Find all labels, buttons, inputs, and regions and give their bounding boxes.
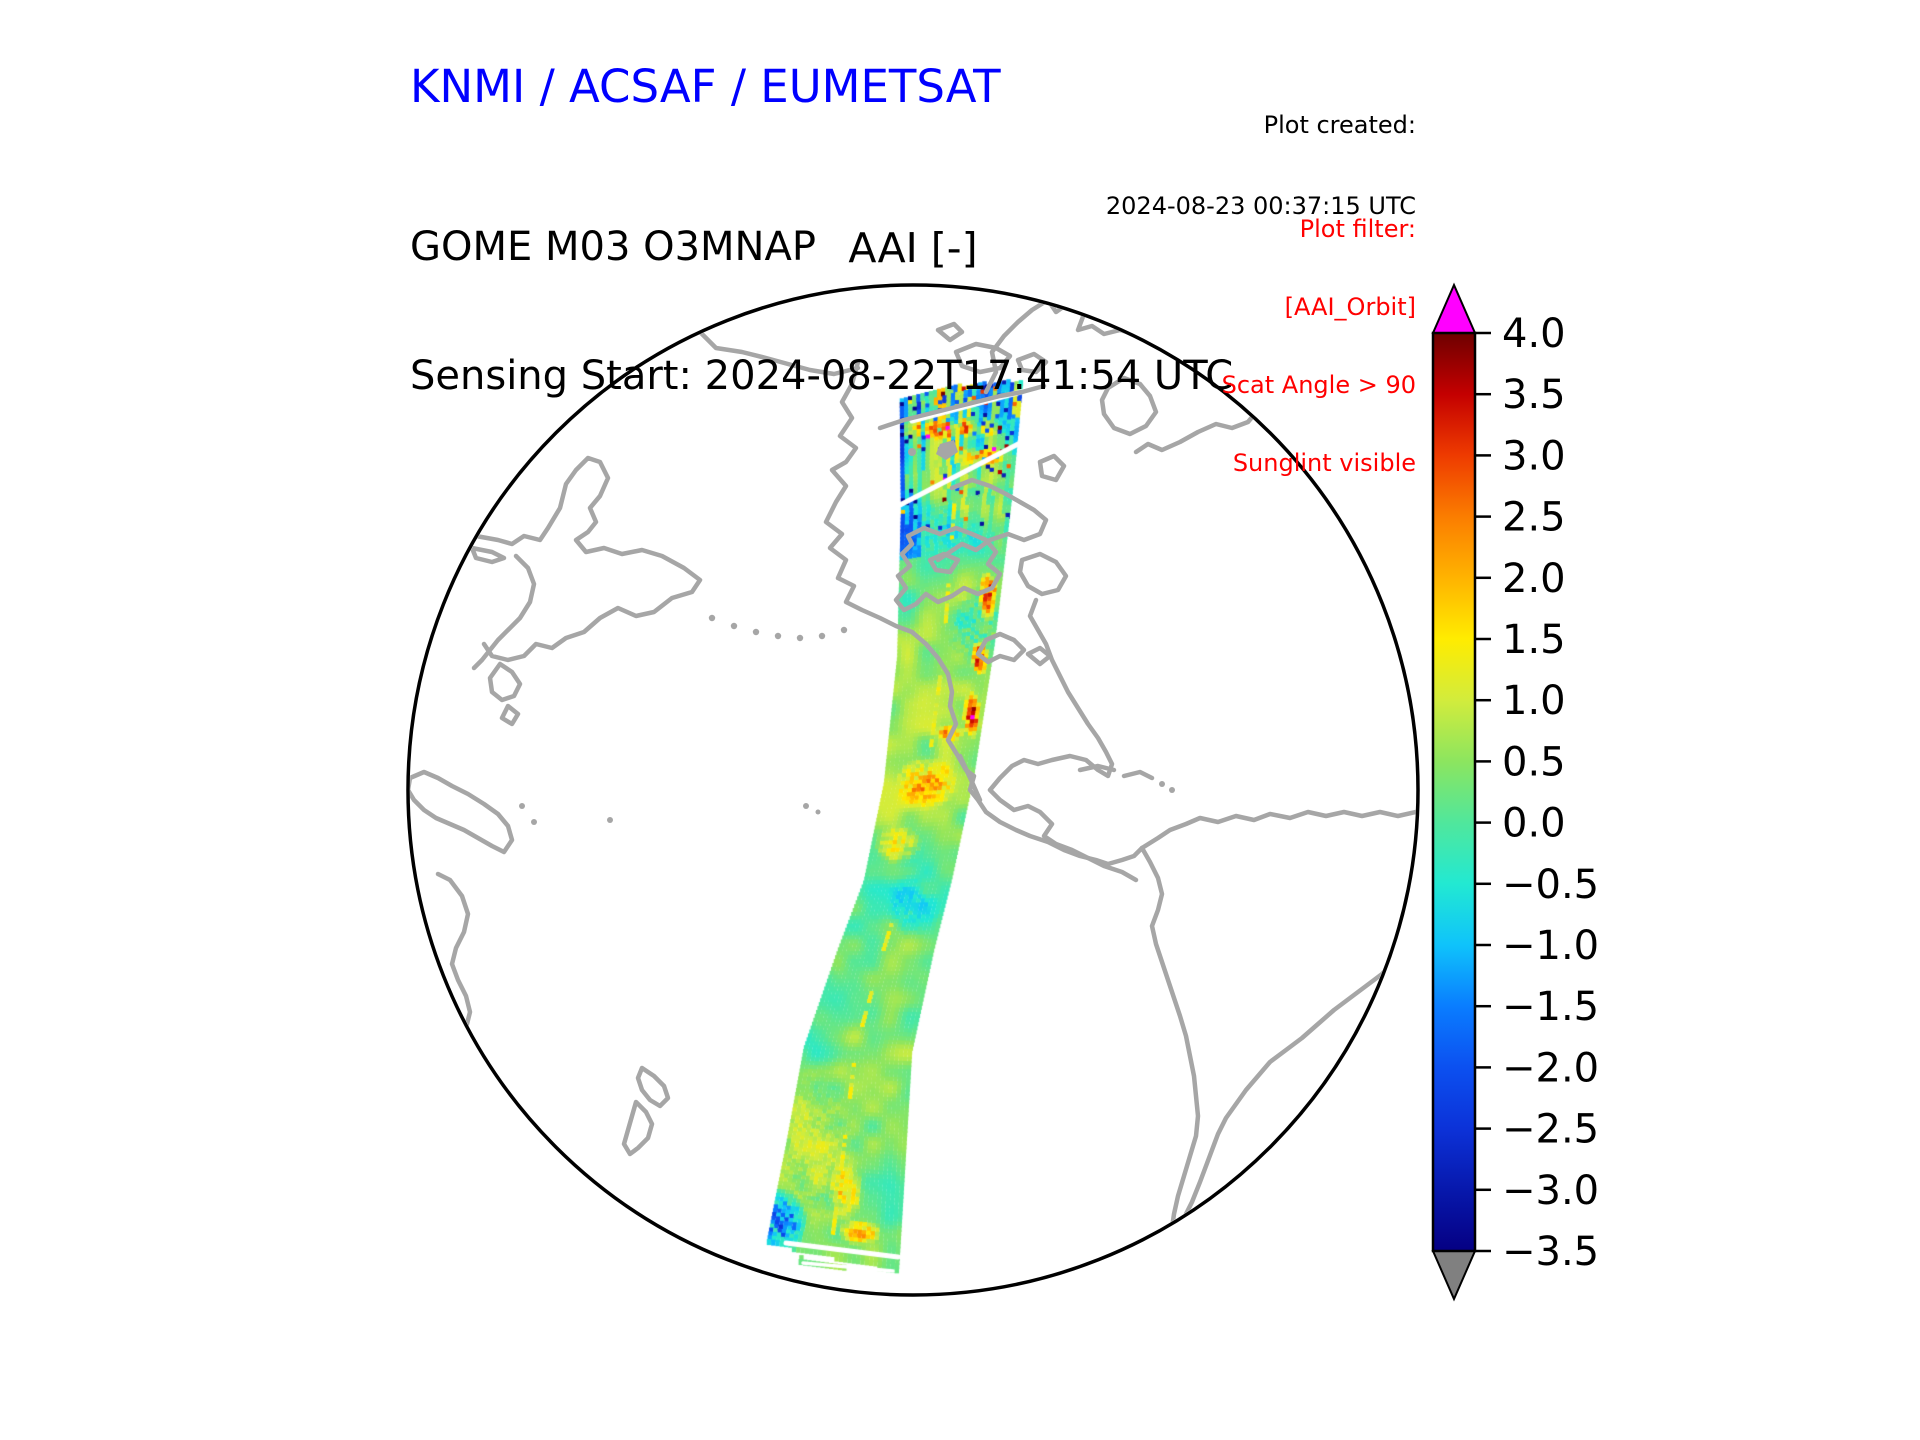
globe-outline-circle [406,283,1420,1297]
plot-filter-orbit: [AAI_Orbit] [1284,293,1416,321]
colorbar-tick-label: −1.5 [1502,984,1599,1030]
coastline-baffin [935,477,1049,563]
colorbar-ticks [1475,331,1491,1253]
small-island-dot [908,448,916,456]
coastline-chukotka [473,455,703,663]
coastline-new-guinea [410,769,515,855]
coastline-baja [957,753,983,803]
coastline-hispaniola [1121,769,1155,781]
coastline-japan-south [499,703,521,727]
plot-created-block: Plot created: 2024-08-23 00:37:15 UTC [1106,58,1416,274]
coastline-sa-east [1183,943,1413,1217]
colorbar-tick-label: 0.5 [1502,739,1566,785]
melanesia-dots [519,803,537,825]
coastline-sa-north [1139,809,1416,851]
colorbar-over-arrow [1431,282,1477,334]
colorbar-tick-label: −0.5 [1502,862,1599,908]
coastline-nz-south [621,1099,655,1157]
colorbar-tick-label: 3.0 [1502,433,1566,479]
great-lakes-1 [975,631,1027,665]
sensing-start: Sensing Start: 2024-08-22T17:41:54 UTC [410,353,1234,399]
coastline-arctic-na [877,383,1047,431]
plot-created-label: Plot created: [1263,111,1416,139]
hawaii-dots [607,803,821,823]
colorbar-tick-label: −3.5 [1502,1229,1599,1275]
aleutian-islands [708,614,848,642]
colorbar-gradient-bar [1431,331,1477,1253]
coastline-hudson-bay [893,525,1003,613]
colorbar: 4.0 3.5 3.0 2.5 2.0 1.5 1.0 0.5 0.0 −0.5 −1.0 −1.5 −… [1431,282,1599,1302]
product-info-block: GOME M03 O3MNAP Sensing Start: 2024-08-2… [410,140,1233,484]
plot-filter-block: Plot filter: [AAI_Orbit] Scat Angle > 90… [1222,164,1416,528]
arctic-island-2 [1015,351,1049,375]
coastline-alaska-west [823,359,1145,867]
coastline-cuba [1077,763,1117,773]
st-lawrence-island [936,440,958,460]
coastline-na-east [987,597,1139,883]
plot-title: AAI [-] [848,224,978,272]
small-island-4 [1037,453,1067,483]
coastline-newfoundland [1017,551,1069,597]
colorbar-tick-label: 2.5 [1502,495,1566,541]
plot-filter-label: Plot filter: [1299,215,1416,243]
coastline-japan-north [487,661,523,703]
colorbar-tick-label: 2.0 [1502,556,1566,602]
arctic-island-1 [953,341,1013,375]
colorbar-tick-label: −3.0 [1502,1168,1599,1214]
plot-created-timestamp: 2024-08-23 00:37:15 UTC [1105,192,1416,220]
colorbar-tick-label: 4.0 [1502,311,1566,357]
organization-title: KNMI / ACSAF / EUMETSAT [410,60,1001,113]
colorbar-tick-label: 0.0 [1502,801,1566,847]
plot-filter-sunglint: Sunglint visible [1232,449,1416,477]
colorbar-tick-label: −2.5 [1502,1107,1599,1153]
colorbar-tick-label: 1.0 [1502,678,1566,724]
coastline-nz-north [635,1065,671,1109]
hudson-bay-inner [927,551,961,575]
product-name: GOME M03 O3MNAP [410,224,816,270]
coastline-arctic-siberia [697,329,861,377]
coastline-iceland [1099,375,1159,437]
colorbar-tick-label: 3.5 [1502,372,1566,418]
coastline-sa-west [1139,845,1201,1231]
colorbar-under-arrow [1431,1250,1477,1302]
colorbar-tick-label: 1.5 [1502,617,1566,663]
arctic-island-3 [935,321,965,343]
caribbean-dots [1159,781,1175,793]
colorbar-tick-labels: 4.0 3.5 3.0 2.5 2.0 1.5 1.0 0.5 0.0 −0.5 −1.0 −1.5 −… [1502,311,1599,1275]
coastline-chukotka-lagoon [469,545,507,565]
colorbar-tick-label: −1.0 [1502,923,1599,969]
colorbar-tick-label: −2.0 [1502,1045,1599,1091]
plot-filter-scat-angle: Scat Angle > 90 [1221,371,1416,399]
coastline-kamchatka [471,553,537,671]
